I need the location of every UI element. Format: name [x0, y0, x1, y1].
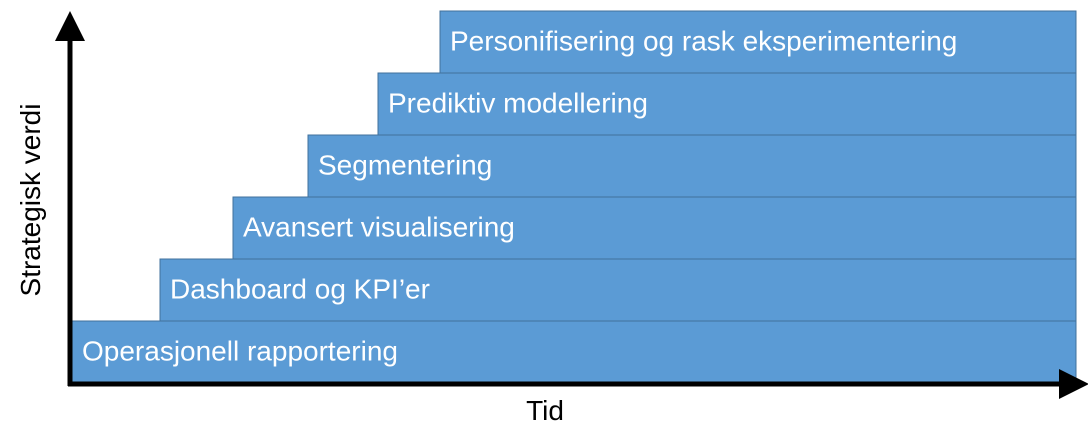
step-box: [377, 72, 1077, 136]
step-box: [159, 258, 1077, 322]
step-label: Segmentering: [318, 149, 492, 180]
step-label: Personifisering og rask eksperimentering: [450, 25, 957, 56]
y-axis-label: Strategisk verdi: [15, 104, 46, 297]
step-label: Prediktiv modellering: [388, 87, 648, 118]
x-axis-label: Tid: [526, 395, 564, 426]
step-label: Operasjonell rapportering: [82, 335, 398, 366]
step-label: Avansert visualisering: [243, 211, 515, 242]
steps: Operasjonell rapportering Dashboard og KP…: [71, 10, 1077, 384]
step-label: Dashboard og KPI’er: [170, 273, 430, 304]
step-box: [307, 134, 1077, 198]
step-box: [439, 10, 1077, 74]
step-box: [71, 320, 1077, 384]
